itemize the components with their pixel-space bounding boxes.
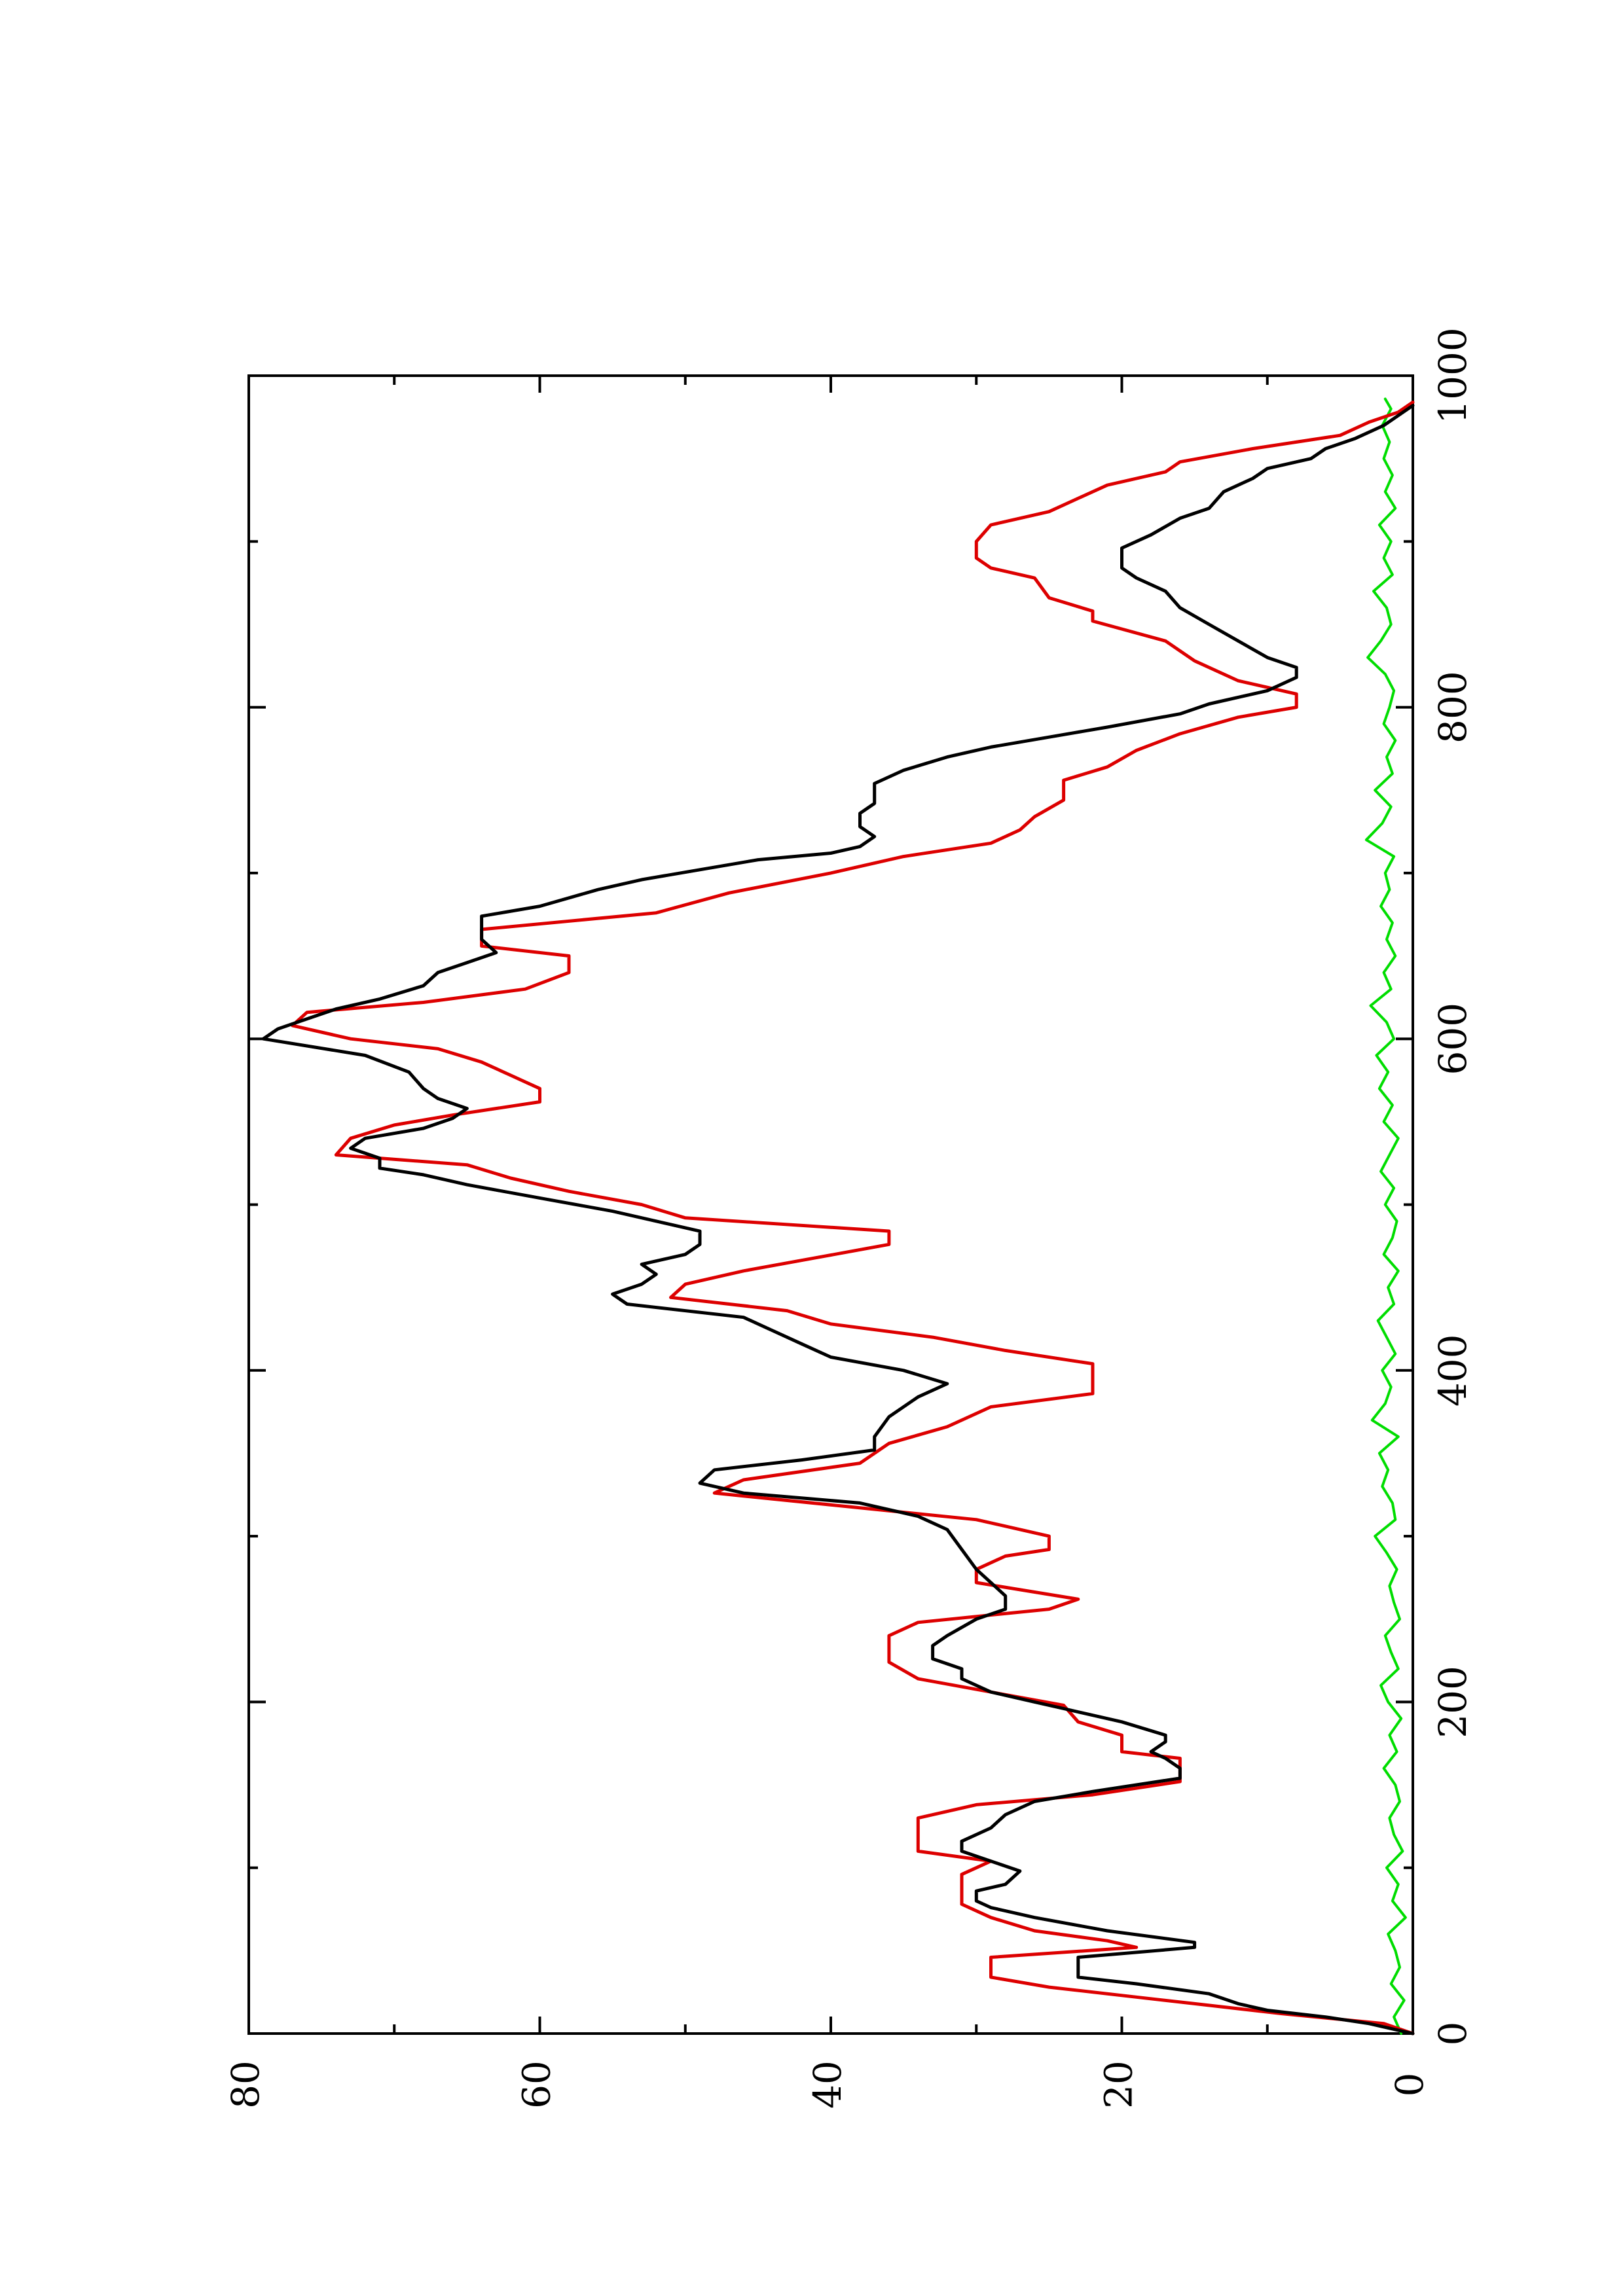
ticks-layer bbox=[247, 374, 1414, 2035]
y-tick-label: 0 bbox=[1387, 2073, 1432, 2097]
x-tick-label: 400 bbox=[1431, 1334, 1475, 1407]
y-tick-label: 40 bbox=[805, 2060, 850, 2109]
plot-frame bbox=[247, 374, 1414, 2035]
tick-labels-layer: 0 200 400 600 800 1000 0 20 40 60 80 bbox=[223, 327, 1475, 2109]
x-tick-label: 0 bbox=[1431, 2022, 1475, 2046]
green-series-line bbox=[1364, 397, 1407, 2035]
x-tick-label: 600 bbox=[1431, 1003, 1475, 1075]
y-tick-label: 80 bbox=[223, 2060, 268, 2109]
x-tick-label: 200 bbox=[1431, 1666, 1475, 1738]
y-tick-label: 20 bbox=[1097, 2060, 1141, 2109]
series-layer bbox=[261, 397, 1415, 2036]
plot-area: 0 200 400 600 800 1000 0 20 40 60 80 bbox=[223, 327, 1475, 2109]
red-series-line bbox=[291, 401, 1415, 2036]
y-tick-label: 60 bbox=[515, 2060, 559, 2109]
x-tick-label: 1000 bbox=[1431, 327, 1475, 424]
x-tick-label: 800 bbox=[1431, 671, 1475, 744]
black-series-line bbox=[261, 404, 1415, 2036]
